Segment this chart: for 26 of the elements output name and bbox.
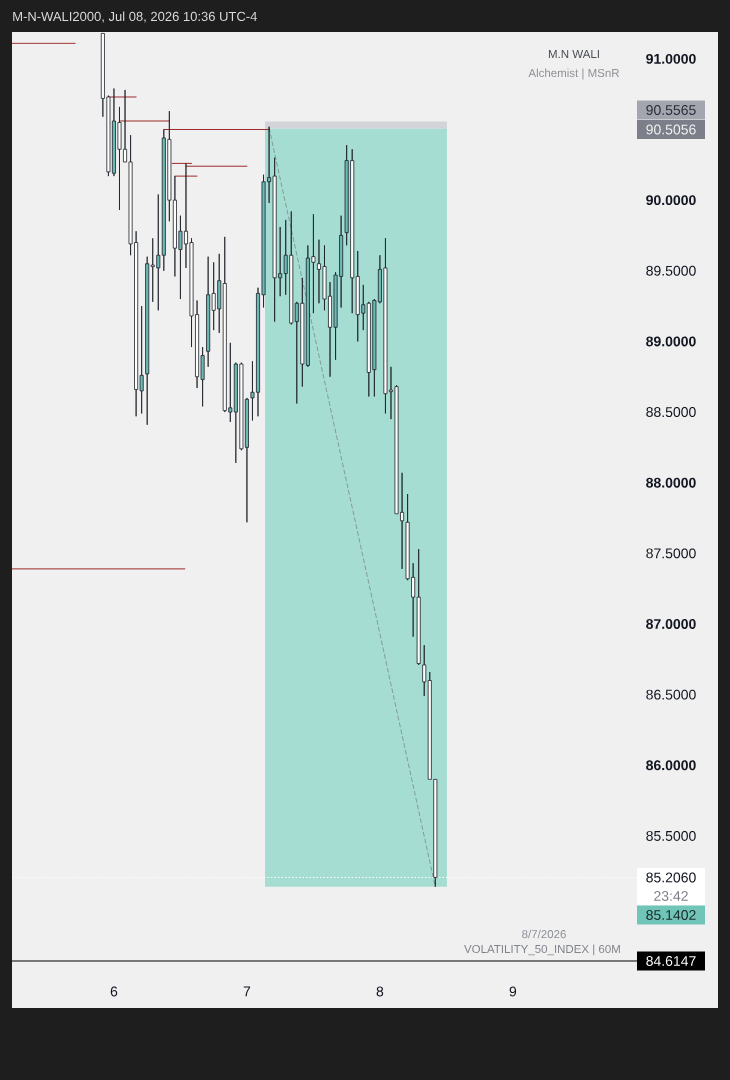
y-tick-label: 91.0000 <box>646 53 696 64</box>
text: 90.5565 <box>646 105 696 115</box>
chart-title: M-N-WALI2000, Jul 08, 2026 10:36 UTC-4 <box>13 11 257 23</box>
text: 23:42 <box>654 891 688 901</box>
y-tick-label: 88.5000 <box>646 407 696 418</box>
x-tick-label: 8 <box>376 986 384 997</box>
text: 85.1402 <box>646 910 696 920</box>
y-tick-label: 90.0000 <box>646 195 696 206</box>
annotation: M.N WALI <box>548 50 599 58</box>
text: 84.6147 <box>646 956 696 966</box>
x-tick-label: 7 <box>243 986 251 997</box>
ref-line-label: 85.2060 <box>646 872 696 883</box>
annotation: 8/7/2026 <box>522 929 566 939</box>
y-tick-label: 85.5000 <box>646 830 696 841</box>
annotation: Alchemist | MSnR <box>528 68 620 80</box>
y-tick-label: 87.0000 <box>646 619 696 629</box>
y-tick-label: 88.0000 <box>646 477 696 488</box>
text: 90.5056 <box>646 124 696 135</box>
y-tick-label: 87.5000 <box>646 548 696 559</box>
x-tick-label: 6 <box>110 986 118 997</box>
y-tick-label: 86.5000 <box>646 689 696 700</box>
annotation: VOLATILITY_50_INDEX | 60M <box>464 944 620 956</box>
y-tick-label: 86.0000 <box>646 760 696 771</box>
y-tick-label: 89.5000 <box>646 265 696 276</box>
y-tick-label: 89.0000 <box>646 336 696 347</box>
x-tick-label: 9 <box>509 986 517 997</box>
